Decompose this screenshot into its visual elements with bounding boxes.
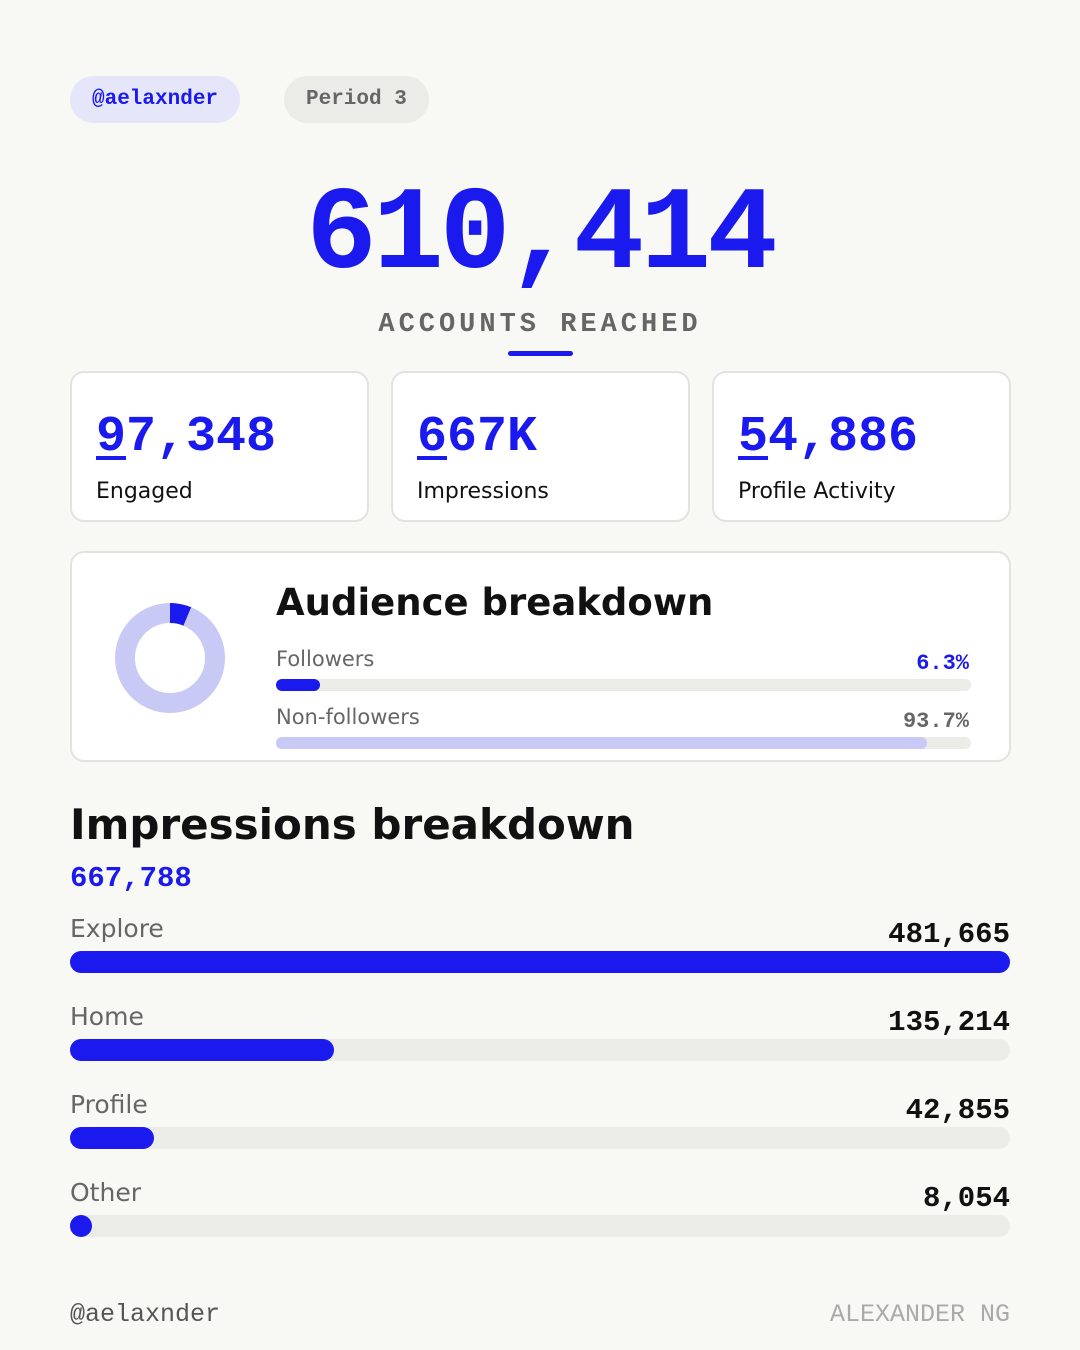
audience-bar xyxy=(276,737,928,749)
audience-value: 6.3% xyxy=(916,651,969,676)
channel-value: 8,054 xyxy=(922,1182,1010,1215)
hero-underline xyxy=(508,351,573,356)
hero-value: 610,414 xyxy=(306,170,778,303)
channel-bar xyxy=(70,1127,154,1149)
handle-pill: @aelaxnder xyxy=(70,76,241,123)
donut-segment xyxy=(115,603,225,713)
channel-label: Other xyxy=(70,1178,141,1207)
stat-value: 667K xyxy=(417,409,538,466)
donut xyxy=(115,603,225,713)
channel-bar xyxy=(70,1039,334,1061)
channel-label: Profile xyxy=(70,1090,148,1119)
audience-label: Non-followers xyxy=(276,705,420,729)
stat-card: 667K Impressions xyxy=(391,371,690,522)
audience-track xyxy=(276,679,971,691)
audience-title: Audience breakdown xyxy=(276,581,714,624)
impressions-total: 667,788 xyxy=(70,862,192,895)
audience-track xyxy=(276,737,971,749)
stat-value: 97,348 xyxy=(96,409,277,466)
channel-track xyxy=(70,1039,1010,1061)
impressions-title: Impressions breakdown xyxy=(70,800,635,849)
stat-label: Impressions xyxy=(417,479,549,504)
audience-card: Audience breakdown Followers 6.3% Non-foll… xyxy=(70,551,1011,762)
footer-handle: @aelaxnder xyxy=(70,1300,221,1329)
channel-value: 135,214 xyxy=(888,1006,1010,1039)
stat-card: 54,886 Profile Activity xyxy=(712,371,1011,522)
channel-value: 481,665 xyxy=(888,918,1010,951)
footer-author: ALEXANDER NG xyxy=(829,1300,1010,1329)
stat-card: 97,348 Engaged xyxy=(70,371,369,522)
channel-label: Home xyxy=(70,1002,144,1031)
stat-value: 54,886 xyxy=(738,409,919,466)
stat-label: Profile Activity xyxy=(738,479,896,504)
stat-label: Engaged xyxy=(96,479,193,504)
channel-track xyxy=(70,1127,1010,1149)
channel-track xyxy=(70,1215,1010,1237)
audience-bar xyxy=(276,679,320,691)
channel-value: 42,855 xyxy=(905,1094,1010,1127)
channel-label: Explore xyxy=(70,914,164,943)
channel-bar xyxy=(70,951,1010,973)
period-pill: Period 3 xyxy=(284,76,429,123)
audience-value: 93.7% xyxy=(902,709,969,734)
hero-label: ACCOUNTS REACHED xyxy=(378,310,702,340)
audience-label: Followers xyxy=(276,647,375,671)
channel-track xyxy=(70,951,1010,973)
channel-bar xyxy=(70,1215,92,1237)
